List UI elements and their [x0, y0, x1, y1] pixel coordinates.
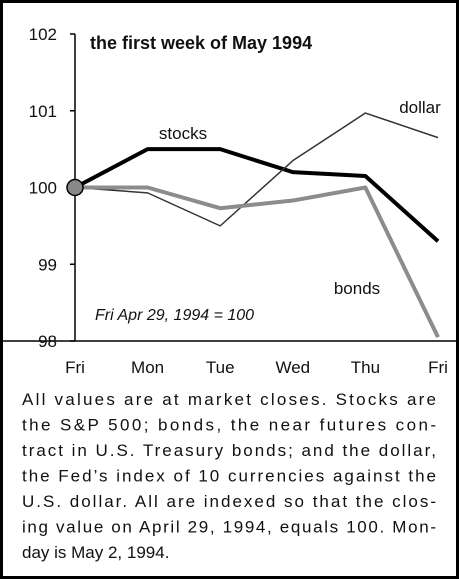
series-label: dollar: [399, 98, 441, 117]
x-tick-label: Tue: [206, 358, 235, 377]
chart-title: the first week of May 1994: [90, 33, 312, 53]
y-tick-label: 99: [38, 255, 57, 274]
y-tick-label: 100: [29, 179, 57, 198]
caption-line: day is May 2, 1994.: [22, 543, 169, 562]
line-bonds: [75, 185, 440, 339]
y-tick-label: 98: [38, 332, 57, 351]
caption-line: tract in U.S. Treasury bonds; and the do…: [22, 441, 436, 460]
caption-line: All values are at market closes. Stocks …: [22, 390, 436, 409]
line-dollar: [74, 112, 439, 227]
x-tick-label: Thu: [351, 358, 380, 377]
base-point: [66, 178, 84, 197]
line-stocks: [74, 147, 440, 243]
x-tick-label: Fri: [428, 358, 448, 377]
x-tick-label: Fri: [65, 358, 85, 377]
series-label: stocks: [159, 124, 207, 143]
y-tick-label: 102: [29, 25, 57, 44]
annotation: Fri Apr 29, 1994 = 100: [95, 307, 254, 324]
x-tick-label: Mon: [131, 358, 164, 377]
series-label: bonds: [334, 279, 380, 298]
y-tick-label: 101: [29, 102, 57, 121]
x-tick-label: Wed: [275, 358, 310, 377]
caption-line: U.S. dollar. All are indexed so that the…: [22, 492, 436, 511]
caption-line: ing value on April 29, 1994, equals 100.…: [22, 518, 436, 537]
caption-line: the Fed’s index of 10 currencies against…: [22, 467, 436, 486]
